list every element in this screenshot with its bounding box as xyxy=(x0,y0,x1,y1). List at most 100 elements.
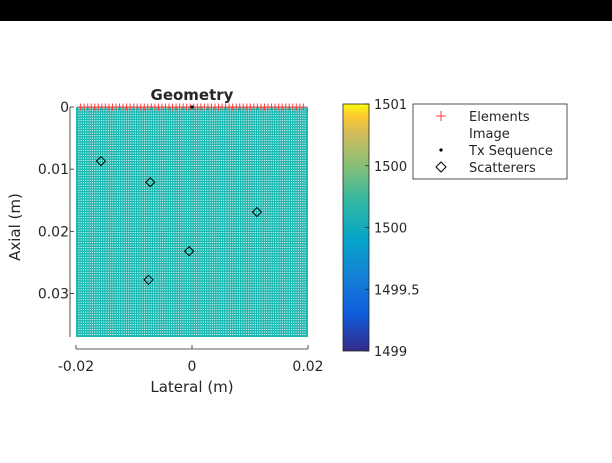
image-point xyxy=(123,204,125,206)
image-point xyxy=(272,187,274,189)
image-point xyxy=(116,204,118,206)
image-point xyxy=(245,147,247,149)
image-point xyxy=(155,117,157,119)
image-point xyxy=(153,137,155,139)
image-point xyxy=(272,110,274,112)
image-point xyxy=(288,115,290,117)
image-point xyxy=(279,214,281,216)
image-point xyxy=(105,107,107,109)
image-point xyxy=(266,169,268,171)
image-point xyxy=(263,217,265,219)
image-point xyxy=(198,157,200,159)
image-point xyxy=(295,137,297,139)
image-point xyxy=(193,167,195,169)
image-point xyxy=(291,207,293,209)
image-point xyxy=(277,159,279,161)
image-point xyxy=(284,110,286,112)
image-point xyxy=(241,164,243,166)
image-point xyxy=(211,107,213,109)
image-point xyxy=(119,222,121,224)
image-point xyxy=(241,127,243,129)
image-point xyxy=(227,224,229,226)
image-point xyxy=(184,164,186,166)
image-point xyxy=(241,192,243,194)
image-point xyxy=(159,150,161,152)
image-point xyxy=(121,167,123,169)
image-point xyxy=(186,169,188,171)
image-point xyxy=(101,197,103,199)
image-point xyxy=(168,179,170,181)
image-point xyxy=(200,222,202,224)
image-point xyxy=(266,174,268,176)
image-point xyxy=(205,177,207,179)
image-point xyxy=(94,125,96,127)
image-point xyxy=(144,117,145,119)
image-point xyxy=(220,145,222,147)
image-point xyxy=(227,174,229,176)
image-point xyxy=(209,169,211,171)
image-point xyxy=(207,162,209,164)
image-point xyxy=(182,189,184,191)
image-point xyxy=(275,207,277,209)
image-point xyxy=(164,184,166,186)
image-point xyxy=(119,197,121,199)
image-point xyxy=(107,154,109,156)
image-point xyxy=(105,132,107,134)
image-point xyxy=(211,115,213,117)
image-point xyxy=(186,147,188,149)
image-point xyxy=(243,127,245,129)
image-point xyxy=(98,194,100,196)
image-point xyxy=(236,167,238,169)
image-point xyxy=(252,150,254,152)
image-point xyxy=(128,110,130,112)
image-point xyxy=(110,184,112,186)
image-point xyxy=(134,162,136,164)
image-point xyxy=(302,182,304,184)
image-point xyxy=(121,179,123,181)
image-point xyxy=(250,172,252,174)
image-point xyxy=(80,157,82,159)
image-point xyxy=(132,115,134,117)
image-point xyxy=(234,182,236,184)
image-point xyxy=(200,147,202,149)
image-point xyxy=(132,154,134,156)
image-point xyxy=(225,204,227,206)
image-point xyxy=(266,145,268,147)
image-point xyxy=(128,125,130,127)
image-point xyxy=(119,117,121,119)
image-point xyxy=(182,177,184,179)
image-point xyxy=(85,140,87,142)
image-point xyxy=(132,110,134,112)
image-point xyxy=(248,117,250,119)
image-point xyxy=(177,147,179,149)
image-point xyxy=(80,214,82,216)
image-point xyxy=(78,184,80,186)
image-point xyxy=(261,162,263,164)
image-point xyxy=(119,137,121,139)
image-point xyxy=(196,212,198,214)
image-point xyxy=(168,130,170,132)
image-point xyxy=(288,157,290,159)
image-point xyxy=(261,145,263,147)
image-point xyxy=(196,167,198,169)
image-point xyxy=(101,229,103,231)
image-point xyxy=(297,152,299,154)
image-point xyxy=(297,154,299,156)
image-point xyxy=(168,197,170,199)
image-point xyxy=(121,224,123,226)
image-point xyxy=(177,145,179,147)
image-point xyxy=(137,194,139,196)
image-point xyxy=(146,140,148,142)
image-point xyxy=(162,192,164,194)
image-point xyxy=(168,174,170,176)
image-point xyxy=(141,159,143,161)
image-point xyxy=(101,154,103,156)
image-point xyxy=(254,125,256,127)
image-point xyxy=(134,227,136,229)
image-point xyxy=(291,204,293,206)
image-point xyxy=(103,222,105,224)
image-point xyxy=(302,224,304,226)
image-point xyxy=(236,207,238,209)
image-point xyxy=(82,214,84,216)
image-point xyxy=(166,169,168,171)
